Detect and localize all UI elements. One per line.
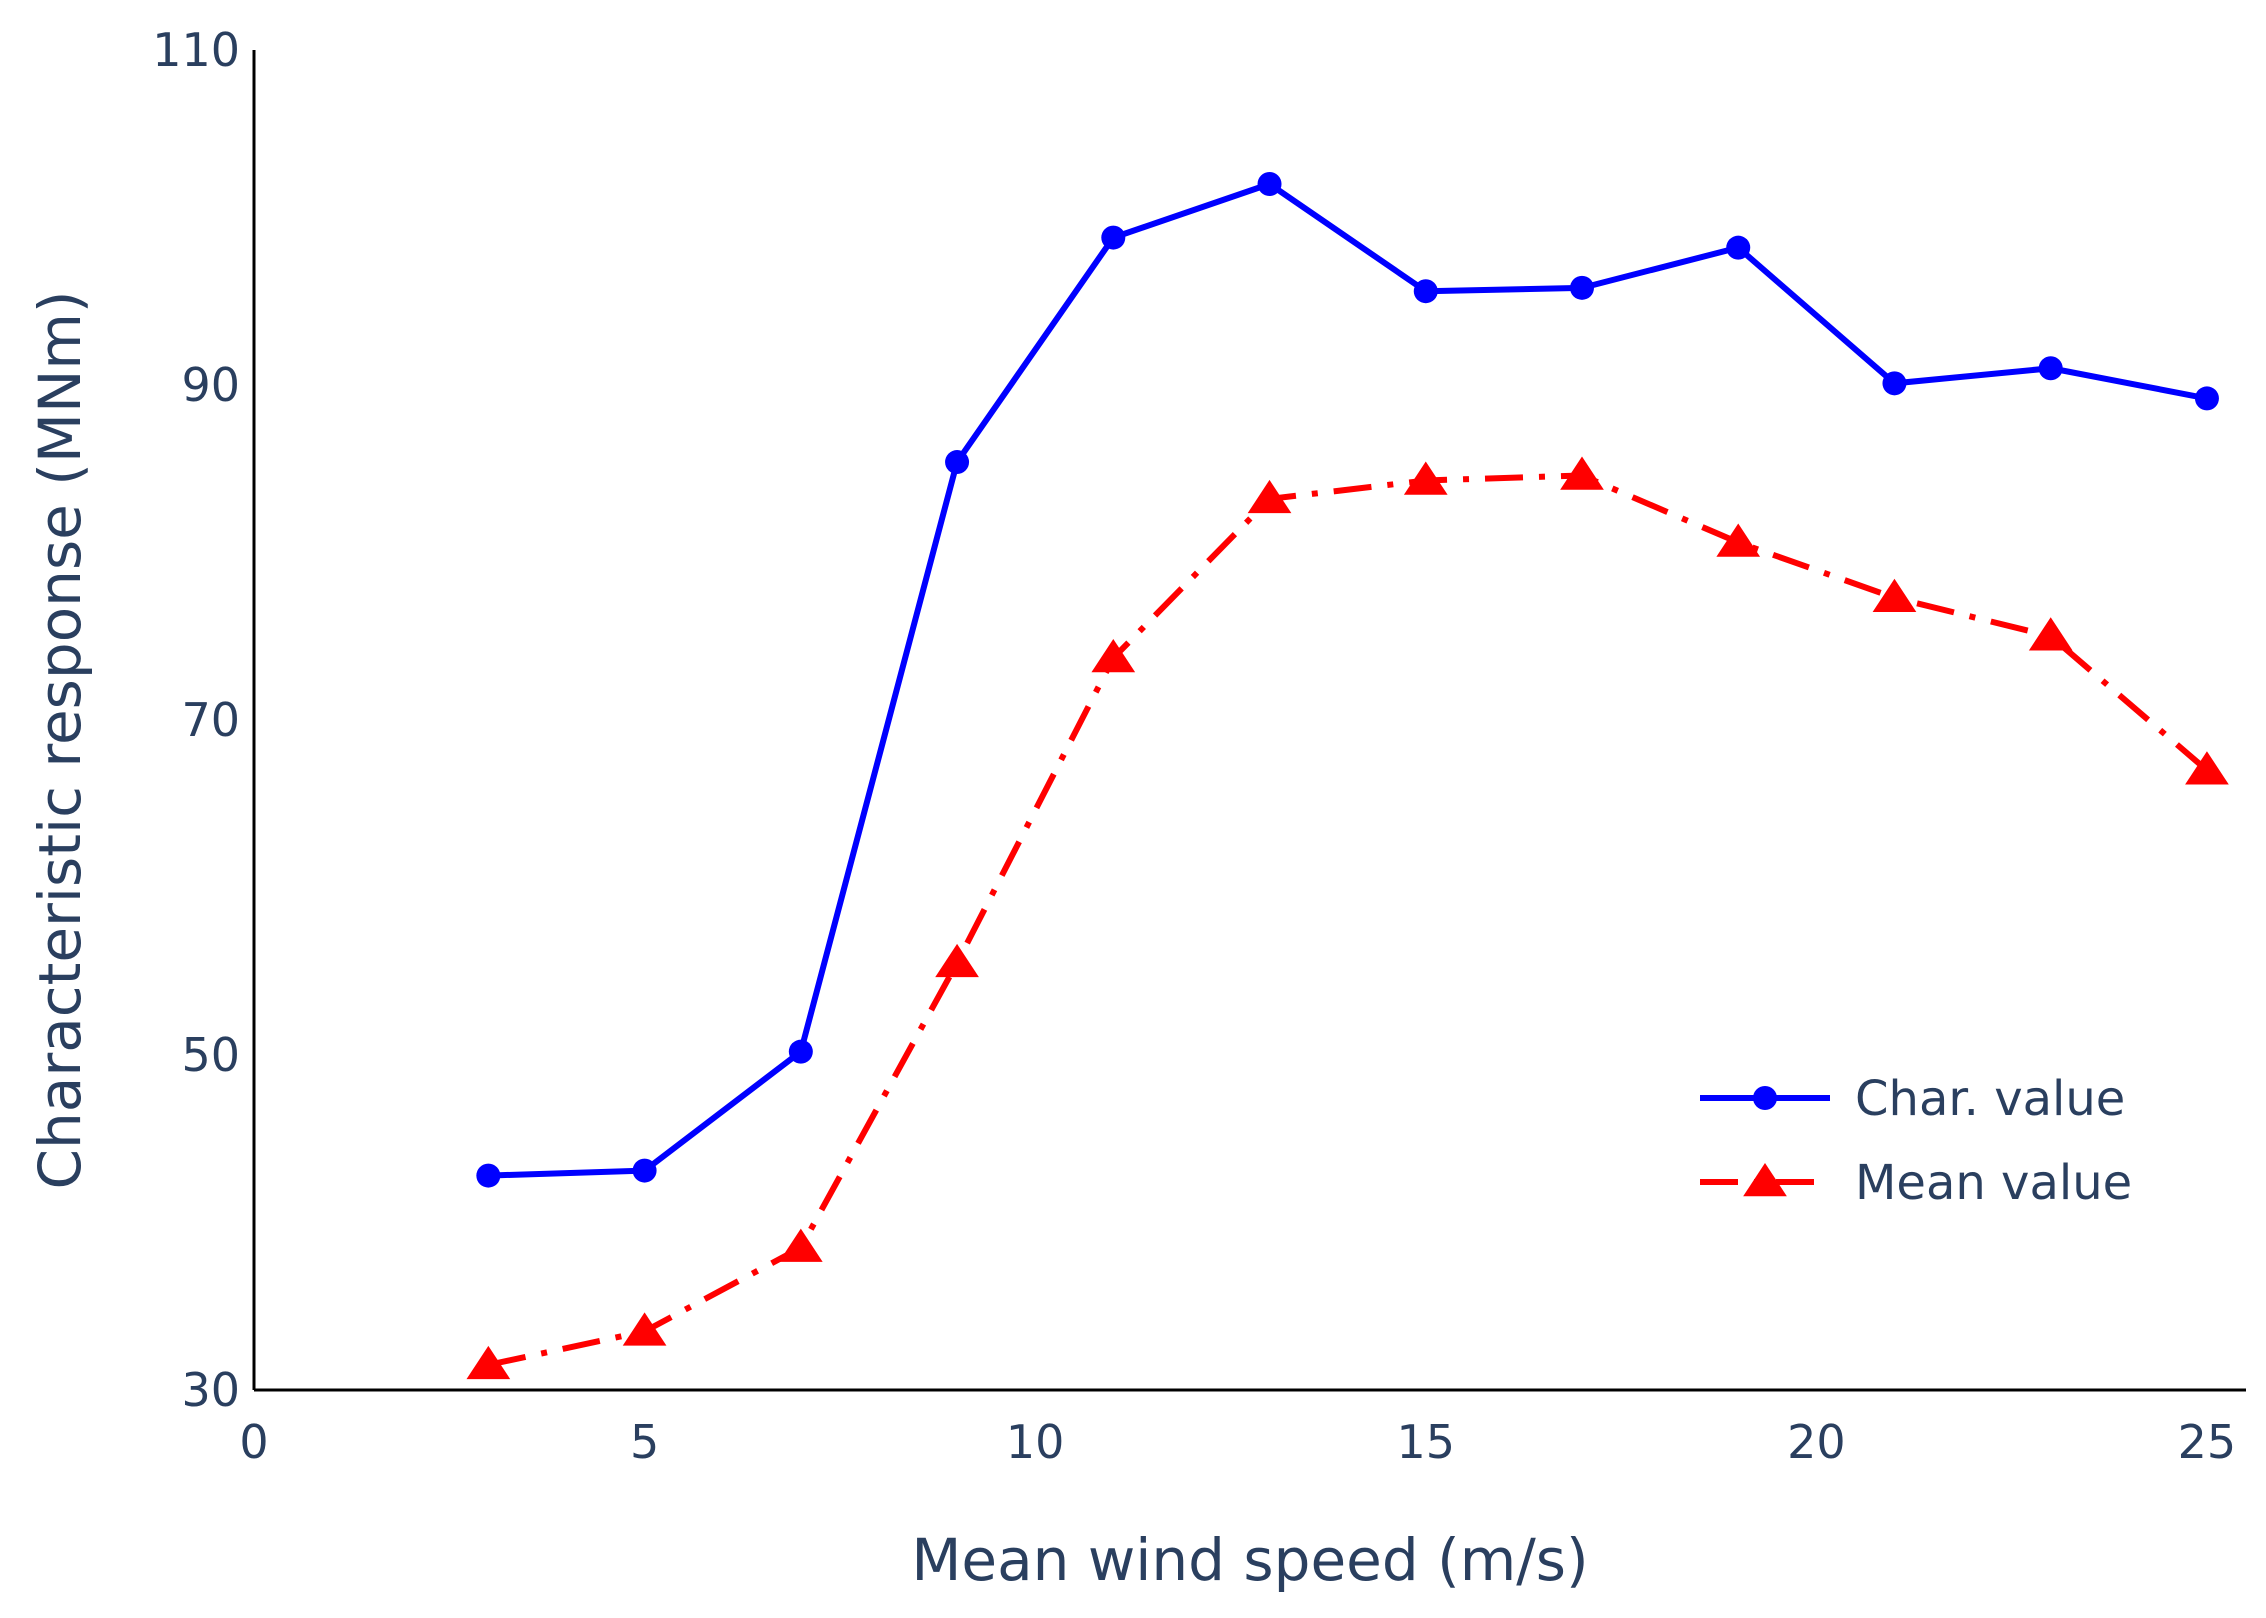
- data-point: [1091, 639, 1136, 673]
- data-point: [1247, 479, 1292, 514]
- y-tick-label: 110: [152, 23, 240, 77]
- x-tick-label: 15: [1396, 1415, 1455, 1469]
- data-point: [1101, 225, 1126, 250]
- x-axis-title: Mean wind speed (m/s): [911, 1526, 1588, 1594]
- data-point: [1716, 523, 1761, 557]
- series-layer: [466, 172, 2229, 1380]
- data-point: [2028, 617, 2073, 651]
- data-point: [1403, 461, 1448, 495]
- y-tick-label: 90: [181, 358, 240, 412]
- data-point: [1570, 275, 1594, 300]
- x-tick-label: 25: [2178, 1415, 2237, 1469]
- data-point: [2185, 751, 2229, 785]
- data-point: [1872, 578, 1917, 612]
- data-point: [945, 450, 970, 475]
- series-line: [487, 472, 2209, 1368]
- axes-layer: 0 5 10 15 20 25 30 50 70 90 110: [152, 23, 2246, 1469]
- x-tick-label: 0: [239, 1415, 268, 1469]
- legend-marker: [1753, 1086, 1777, 1110]
- y-tick-label: 50: [181, 1028, 240, 1082]
- series-line: [488, 181, 2208, 1179]
- y-tick-label: 30: [181, 1363, 240, 1417]
- data-point: [935, 943, 979, 978]
- data-point: [1560, 456, 1604, 490]
- data-point: [632, 1158, 657, 1183]
- series-1: [476, 172, 2219, 1188]
- series-2: [466, 456, 2229, 1380]
- data-point: [1413, 279, 1438, 304]
- data-point: [466, 1345, 511, 1380]
- data-point: [622, 1312, 667, 1346]
- legend: Char. value Mean value: [1700, 1071, 2132, 1211]
- legend-label: Char. value: [1855, 1071, 2125, 1127]
- x-tick-label: 5: [630, 1415, 659, 1469]
- legend-marker: [1743, 1163, 1787, 1197]
- y-tick-label: 70: [181, 693, 240, 747]
- legend-item: Mean value: [1700, 1155, 2132, 1211]
- data-point: [778, 1228, 823, 1262]
- data-point: [788, 1039, 813, 1064]
- legend-item: Char. value: [1700, 1071, 2125, 1127]
- data-point: [2194, 386, 2219, 411]
- data-point: [2038, 356, 2063, 381]
- x-tick-label: 10: [1006, 1415, 1065, 1469]
- x-tick-label: 20: [1787, 1415, 1846, 1469]
- data-point: [476, 1163, 501, 1188]
- data-point: [1726, 235, 1751, 260]
- y-axis-title: Characteristic response (MNm): [26, 291, 94, 1190]
- legend-label: Mean value: [1855, 1155, 2132, 1211]
- data-point: [1882, 371, 1907, 396]
- data-point: [1257, 172, 1282, 196]
